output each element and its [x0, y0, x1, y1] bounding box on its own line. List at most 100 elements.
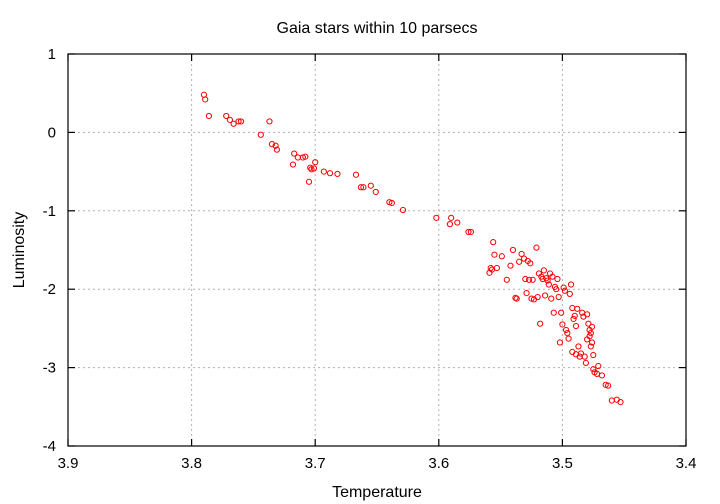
data-point [372, 188, 379, 196]
data-point [326, 170, 334, 177]
data-point [454, 219, 461, 226]
data-point [465, 228, 472, 236]
plot-frame [67, 53, 687, 447]
data-point [569, 304, 576, 312]
data-point [257, 131, 264, 138]
data-point [446, 221, 454, 228]
data-point [577, 350, 585, 357]
y-tick-label: -2 [43, 281, 56, 298]
data-point [357, 184, 365, 191]
data-point [509, 246, 517, 254]
data-point [582, 359, 589, 366]
data-point [503, 276, 510, 283]
data-point [518, 250, 525, 258]
data-point [588, 339, 596, 346]
data-point [587, 343, 594, 350]
data-point [490, 239, 497, 246]
data-point [567, 281, 575, 288]
data-point [605, 382, 612, 389]
x-tick-label: 3.9 [58, 455, 79, 472]
data-point [205, 112, 213, 120]
data-point [571, 312, 578, 319]
data-point [584, 311, 591, 318]
chart-title: Gaia stars within 10 parsecs [277, 20, 478, 37]
x-tick-label: 3.4 [676, 455, 697, 472]
x-axis-title: Temperature [332, 484, 422, 501]
data-point [595, 362, 602, 370]
data-point [563, 326, 570, 334]
data-point [237, 118, 245, 125]
data-point [266, 118, 273, 125]
data-point [555, 293, 562, 301]
data-point [268, 141, 276, 148]
axis-ticks [67, 53, 687, 447]
data-point [570, 315, 577, 323]
data-point [448, 214, 455, 221]
data-point [545, 281, 552, 288]
data-point [556, 339, 564, 346]
data-point [565, 335, 572, 342]
data-point [585, 320, 592, 327]
data-point [273, 146, 280, 153]
data-point [574, 305, 581, 312]
data-point [529, 276, 536, 283]
data-point [310, 165, 318, 172]
data-point [598, 372, 606, 379]
data-point [498, 253, 505, 260]
data-point [334, 170, 341, 178]
data-point [307, 164, 314, 171]
x-tick-labels: 3.9 3.8 3.7 3.6 3.5 3.4 [58, 455, 697, 472]
data-point [590, 366, 597, 373]
data-point [590, 351, 597, 359]
y-tick-label: 0 [48, 124, 56, 141]
y-tick-label: 1 [48, 46, 56, 63]
data-point [608, 397, 615, 404]
data-point [527, 260, 534, 267]
data-point [575, 343, 582, 350]
data-point [559, 321, 566, 328]
x-tick-label: 3.8 [181, 455, 202, 472]
data-point [388, 199, 395, 207]
data-point [302, 153, 309, 160]
data-point [399, 206, 407, 214]
data-point [540, 267, 547, 274]
data-point [223, 112, 230, 120]
data-point [516, 258, 523, 265]
data-point [554, 275, 561, 283]
data-point [312, 159, 319, 166]
y-axis-title: Luminosity [11, 212, 28, 288]
data-point [272, 142, 279, 149]
data-point [305, 178, 313, 185]
data-point [467, 228, 475, 236]
y-tick-label: -3 [43, 360, 56, 377]
data-point [617, 398, 624, 406]
data-point [525, 276, 533, 283]
data-point [550, 309, 557, 316]
data-point [433, 214, 440, 221]
x-tick-label: 3.5 [552, 455, 573, 472]
data-point [226, 116, 234, 123]
data-point [513, 295, 520, 302]
data-point [581, 353, 588, 360]
data-point [352, 171, 360, 178]
data-point [202, 96, 209, 103]
data-point [360, 184, 367, 191]
data-point [558, 309, 565, 316]
data-point [320, 168, 327, 175]
data-point [560, 284, 567, 291]
data-point [541, 292, 549, 299]
data-point [493, 264, 500, 272]
data-point [561, 287, 568, 294]
data-point [587, 330, 594, 337]
data-point [544, 277, 551, 284]
data-point [522, 275, 529, 283]
x-tick-label: 3.7 [305, 455, 326, 472]
data-point [294, 154, 301, 161]
data-point [507, 262, 514, 269]
data-point [534, 293, 541, 301]
data-point [588, 323, 596, 330]
data-point [291, 150, 298, 157]
grid-lines [68, 54, 686, 446]
data-point [491, 251, 498, 258]
